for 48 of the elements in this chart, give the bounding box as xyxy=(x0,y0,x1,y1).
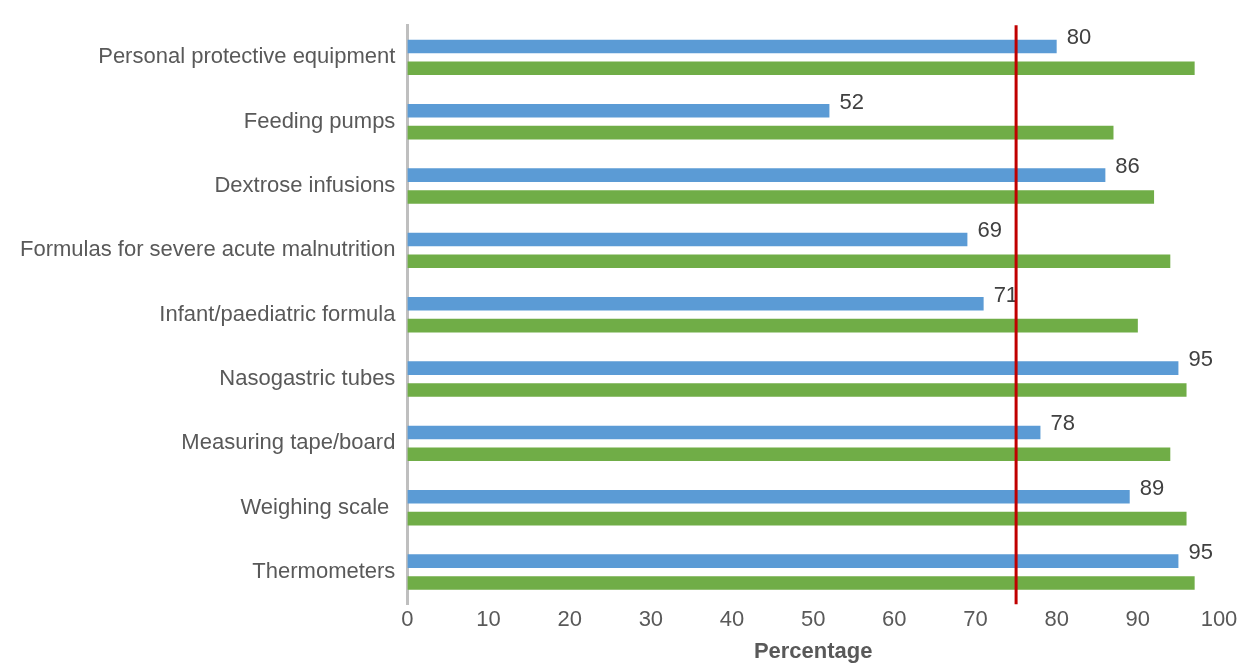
bar xyxy=(407,125,1114,140)
bar xyxy=(407,61,1195,76)
x-tick-label: 50 xyxy=(800,606,826,632)
bar xyxy=(407,489,1130,504)
data-label: 95 xyxy=(1188,346,1213,372)
data-label: 89 xyxy=(1139,474,1165,500)
bar xyxy=(407,103,830,118)
x-tick-label: 30 xyxy=(638,606,664,632)
bar xyxy=(407,232,968,247)
y-tick-label: Thermometers xyxy=(252,558,396,584)
y-tick-label: Personal protective equipment xyxy=(98,43,396,69)
y-tick-label: Nasogastric tubes xyxy=(219,365,396,391)
bar xyxy=(407,39,1057,54)
x-tick-label: 60 xyxy=(882,606,907,632)
bar xyxy=(407,254,1171,269)
bar xyxy=(407,554,1179,568)
x-tick-label: 10 xyxy=(476,606,501,632)
bar xyxy=(407,296,984,311)
bar xyxy=(407,447,1171,462)
y-tick-label: Measuring tape/board xyxy=(181,429,396,455)
x-tick-label: 20 xyxy=(557,606,582,632)
data-label: 80 xyxy=(1066,24,1092,50)
y-tick-label: Infant/paediatric formula xyxy=(159,300,397,326)
data-label: 52 xyxy=(839,88,864,114)
bar xyxy=(407,318,1138,333)
x-axis-title: Percentage xyxy=(753,637,873,663)
data-label: 69 xyxy=(977,217,1002,243)
y-tick-label: Dextrose infusions xyxy=(214,172,396,198)
bar xyxy=(407,425,1041,440)
data-label: 95 xyxy=(1188,539,1213,565)
bar xyxy=(407,576,1195,590)
x-tick-label: 100 xyxy=(1200,606,1238,632)
bar xyxy=(407,361,1179,375)
y-tick-label: Formulas for severe acute malnutrition xyxy=(20,236,396,262)
x-tick-label: 0 xyxy=(401,606,414,632)
y-tick-label: Weighing scale xyxy=(240,493,396,519)
x-tick-label: 80 xyxy=(1044,606,1069,632)
y-tick-label: Feeding pumps xyxy=(243,107,396,133)
bar xyxy=(407,511,1187,526)
x-tick-label: 40 xyxy=(719,606,745,632)
bar xyxy=(407,168,1106,182)
data-label: 71 xyxy=(993,281,1019,307)
x-tick-label: 70 xyxy=(963,606,988,632)
data-label: 78 xyxy=(1050,410,1075,436)
bar xyxy=(407,190,1155,204)
bar xyxy=(407,383,1187,397)
data-label: 86 xyxy=(1115,153,1140,179)
x-tick-label: 90 xyxy=(1125,606,1151,632)
